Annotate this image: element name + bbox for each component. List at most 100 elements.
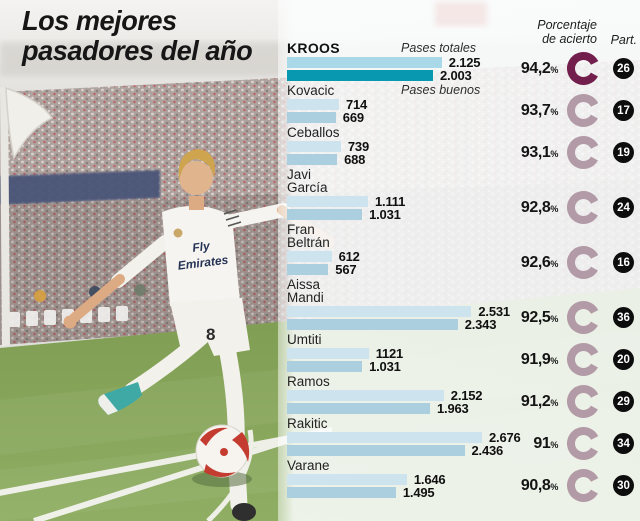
good-passes-bar (287, 319, 458, 330)
good-passes-barline: 669 (287, 111, 636, 124)
accuracy-ring-icon (567, 343, 600, 376)
total-passes-barline: 2.125 (287, 55, 636, 70)
good-passes-value: 1.495 (402, 485, 435, 500)
total-passes-value: 2.125 (448, 55, 481, 70)
good-passes-bar (287, 361, 363, 372)
total-passes-barline: 1.111 (287, 194, 636, 209)
appearances-badge: 20 (613, 349, 634, 370)
row-metrics: 93,7% 17 (508, 93, 634, 128)
total-passes-barline: 1.646 (287, 472, 636, 487)
accuracy-ring-icon (567, 469, 600, 502)
good-passes-bar (287, 445, 465, 456)
player-name: KROOS (287, 40, 340, 56)
appearances-badge: 24 (613, 197, 634, 218)
total-passes-value: 2.152 (450, 388, 483, 403)
adidas-stripes-icon (223, 209, 242, 227)
player-row: KROOS Pases totales 2.125 2.003 94,2% 26 (287, 40, 636, 85)
good-passes-bar (287, 487, 396, 498)
shorts (170, 298, 250, 356)
total-passes-value: 612 (338, 249, 360, 264)
header-appearances: Part. (610, 33, 637, 47)
player-name: Umtiti (287, 332, 322, 347)
header-accuracy: Porcentaje de acierto (537, 18, 597, 46)
player-row: Fran Beltrán 612 567 92,6% 16 (287, 222, 636, 279)
total-passes-value: 714 (346, 97, 368, 112)
good-passes-value: 2.343 (464, 317, 497, 332)
good-passes-barline: 1.031 (287, 207, 636, 222)
total-passes-bar (287, 348, 369, 359)
accuracy-percentage: 93,7% (520, 101, 559, 119)
player-name: Javi García (287, 167, 328, 195)
series-label: Pases buenos (401, 83, 481, 97)
shirt-sponsor-text: Fly Emirates (177, 239, 229, 273)
player-row: Rakitic 2.676 2.436 91% 34 (287, 417, 636, 460)
good-passes-value: 2.436 (471, 443, 504, 458)
row-metrics: 94,2% 26 (508, 51, 634, 86)
player-name: Ceballos (287, 125, 340, 140)
player-row: Kovacic Pases buenos 714 669 93,7% 17 (287, 83, 636, 127)
accuracy-ring-icon (567, 246, 600, 279)
row-metrics: 91,9% 20 (508, 342, 634, 377)
good-passes-bar (287, 112, 336, 123)
appearances-badge: 16 (613, 252, 634, 273)
series-label: Pases totales (401, 41, 477, 55)
appearances-badge: 34 (613, 433, 634, 454)
total-passes-barline: 2.531 (287, 305, 636, 318)
good-passes-barline: 2.003 (287, 69, 636, 82)
good-passes-bar (287, 209, 363, 220)
good-passes-bar (287, 403, 430, 414)
accuracy-percentage: 92,6% (520, 253, 559, 271)
player-row: Ramos 2.152 1.963 91,2% 29 (287, 375, 636, 418)
row-metrics: 93,1% 19 (508, 135, 634, 170)
row-metrics: 92,5% 36 (508, 300, 634, 335)
svg-text:Emirates: Emirates (177, 253, 229, 273)
player-row: Varane 1.646 1.495 90,8% 30 (287, 459, 636, 502)
player-hair (178, 149, 215, 180)
accuracy-percentage: 92,5% (520, 308, 559, 326)
good-passes-barline: 2.436 (287, 443, 636, 458)
total-passes-bar (287, 141, 341, 152)
svg-text:Fly: Fly (192, 239, 212, 255)
total-passes-barline: 2.152 (287, 388, 636, 403)
player-head (179, 161, 213, 195)
player-row: Aissa Mandi 2.531 2.343 92,5% 36 (287, 278, 636, 334)
total-passes-bar (287, 57, 442, 68)
title-line1: Los mejores (22, 5, 177, 36)
page-title: Los mejores pasadores del año (22, 5, 253, 66)
corner-flag (0, 86, 54, 347)
good-passes-value: 1.963 (437, 401, 469, 416)
accuracy-ring-icon (567, 52, 600, 85)
total-passes-value: 1.111 (375, 194, 406, 209)
good-passes-barline: 1.031 (287, 360, 636, 373)
accuracy-ring-icon (567, 94, 600, 127)
total-passes-bar (287, 306, 472, 317)
club-crest-icon (173, 228, 183, 238)
total-passes-barline: 1121 (287, 346, 636, 361)
player-name: Fran Beltrán (287, 222, 330, 250)
total-passes-bar (287, 432, 482, 443)
appearances-badge: 26 (613, 58, 634, 79)
total-passes-value: 1.646 (413, 472, 446, 487)
total-passes-bar (287, 99, 339, 110)
total-passes-value: 1121 (375, 346, 404, 361)
accuracy-percentage: 94,2% (520, 59, 559, 77)
accuracy-ring-icon (567, 191, 600, 224)
total-passes-barline: 714 (287, 97, 636, 112)
good-passes-bar (287, 154, 338, 165)
player-name: Kovacic (287, 83, 335, 98)
good-passes-barline: 1.495 (287, 485, 636, 500)
good-passes-value: 1.031 (369, 207, 401, 222)
row-metrics: 92,8% 24 (508, 190, 634, 225)
accuracy-ring-icon (567, 427, 600, 460)
player-row: Javi García 1.111 1.031 92,8% 24 (287, 167, 636, 224)
row-metrics: 92,6% 16 (508, 245, 634, 280)
good-passes-barline: 1.963 (287, 401, 636, 416)
ad-board (0, 170, 160, 205)
row-metrics: 91,2% 29 (508, 384, 634, 419)
total-passes-barline: 612 (287, 249, 636, 264)
appearances-badge: 36 (613, 307, 634, 328)
player-photo: Fly Emirates 8 (63, 149, 335, 521)
player-row: Umtiti 1121 1.031 91,9% 20 (287, 332, 636, 376)
total-passes-bar (287, 474, 407, 485)
total-passes-bar (287, 390, 444, 401)
